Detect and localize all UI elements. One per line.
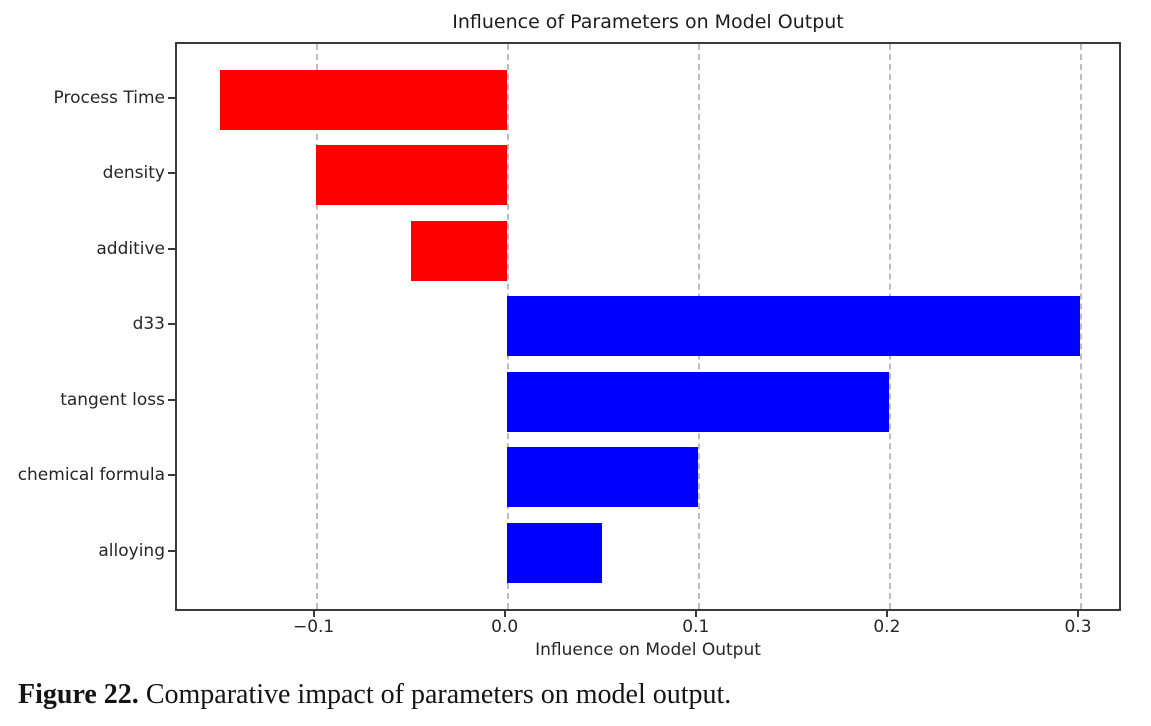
figure-caption-text: Comparative impact of parameters on mode… <box>138 679 732 710</box>
x-tick-mark <box>694 610 697 617</box>
x-tick-mark <box>885 610 888 617</box>
figure-caption: Figure 22. Comparative impact of paramet… <box>18 679 731 711</box>
y-tick-mark <box>168 323 175 325</box>
y-tick-mark <box>168 172 175 174</box>
x-tick-label: 0.3 <box>1064 617 1092 637</box>
y-tick-label-process-time: Process Time <box>53 87 166 108</box>
bar-d33 <box>506 296 1080 356</box>
bar-chemical-formula <box>506 447 698 507</box>
y-tick-label-chemical-formula: chemical formula <box>17 465 165 485</box>
y-tick-mark <box>168 398 175 401</box>
y-tick-mark <box>168 96 175 99</box>
y-tick-mark <box>168 549 175 552</box>
x-tick-label: 0.2 <box>873 617 901 637</box>
y-tick-mark <box>168 247 175 250</box>
x-tick-label: 0.1 <box>682 617 710 637</box>
plot-area <box>175 42 1121 611</box>
gridline <box>1080 44 1082 609</box>
bar-density <box>315 145 507 205</box>
x-tick-mark <box>1077 610 1079 617</box>
y-tick-label-density: density <box>102 163 165 183</box>
x-tick-label: −0.1 <box>292 617 335 637</box>
y-tick-mark <box>168 474 175 476</box>
x-axis-label: Influence on Model Output <box>535 640 761 660</box>
bar-additive <box>411 220 507 281</box>
x-tick-mark <box>503 610 506 617</box>
bar-tangent-loss <box>506 371 889 432</box>
y-tick-label-d33: d33 <box>132 314 165 334</box>
x-tick-label: 0.0 <box>491 617 519 637</box>
figure-caption-label: Figure 22. <box>18 679 139 710</box>
x-tick-mark <box>312 610 315 617</box>
y-tick-label-alloying: alloying <box>98 540 165 561</box>
bar-process-time <box>220 69 507 130</box>
chart-title: Influence of Parameters on Model Output <box>452 11 844 33</box>
bar-alloying <box>506 522 603 583</box>
gridline <box>315 44 318 609</box>
y-tick-label-additive: additive <box>96 238 165 259</box>
y-tick-label-tangent-loss: tangent loss <box>60 389 165 410</box>
